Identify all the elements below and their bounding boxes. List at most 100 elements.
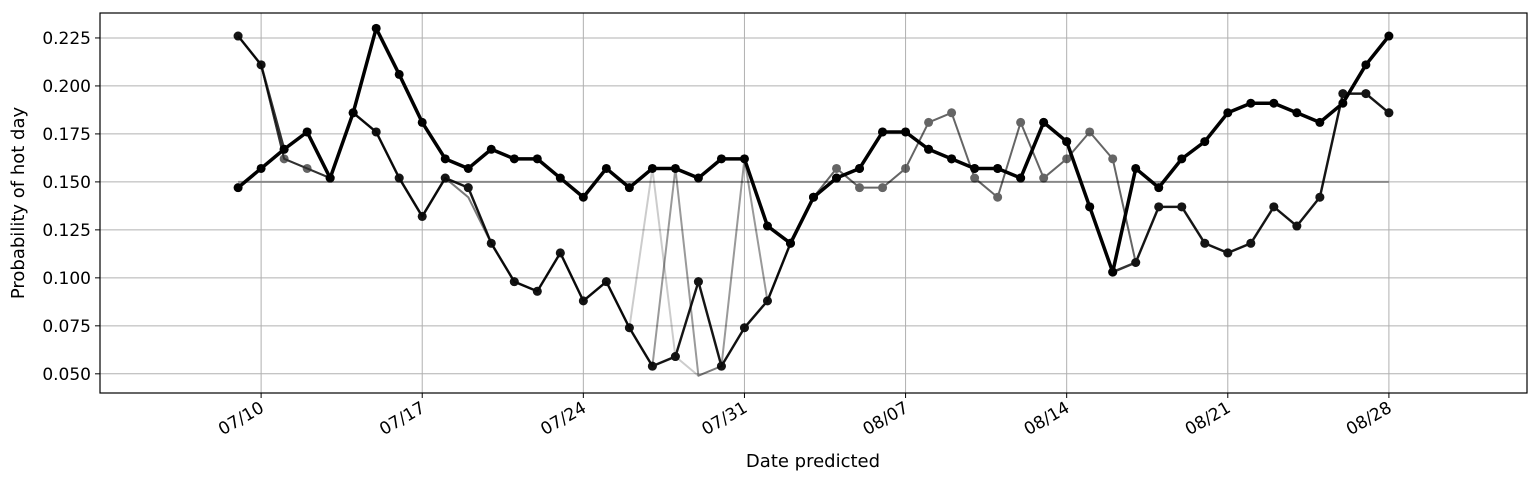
series-4-point <box>762 296 772 306</box>
series-4-point <box>601 277 611 287</box>
series-4-point <box>440 173 450 183</box>
series-4-point <box>394 173 404 183</box>
series-4-point <box>624 323 634 333</box>
series-3-point <box>302 163 312 173</box>
series-4-point <box>1292 221 1302 231</box>
series-5-point <box>1315 117 1325 127</box>
series-5-point <box>256 163 266 173</box>
series-5-point <box>716 154 726 164</box>
series-4-point <box>1384 108 1394 118</box>
x-axis-ticks: 07/10 07/17 07/24 07/31 08/07 08/14 08/21 08/28 <box>215 393 1395 440</box>
series-4-point <box>578 296 588 306</box>
series-5-point <box>970 163 980 173</box>
series-5-point <box>1384 31 1394 41</box>
y-axis-ticks: 0.050 0.075 0.100 0.125 0.150 0.175 0.200 0.225 <box>42 29 100 385</box>
series-4-point <box>371 127 381 137</box>
plot-frame <box>99 12 1528 394</box>
series-4-point <box>1177 202 1187 212</box>
series-5 <box>233 23 1394 277</box>
series-4-point <box>463 183 473 193</box>
series-5-point <box>440 154 450 164</box>
series-2 <box>237 35 1390 377</box>
y-tick-label: 0.050 <box>42 365 91 385</box>
series-5-point <box>924 144 934 154</box>
series-5-point <box>1062 137 1072 147</box>
series-5-point <box>1108 267 1118 277</box>
series-5-point <box>832 173 842 183</box>
series-4-point <box>1131 257 1141 267</box>
series-4-point <box>233 31 243 41</box>
series-5-point <box>1361 60 1371 70</box>
series-5-point <box>670 163 680 173</box>
series-5-point <box>1177 154 1187 164</box>
series-5-point <box>1085 202 1095 212</box>
series-5-point <box>348 108 358 118</box>
y-tick-label: 0.075 <box>42 317 91 337</box>
series-4-point <box>693 277 703 287</box>
series-4-point <box>716 361 726 371</box>
y-tick-label: 0.175 <box>42 125 91 145</box>
series-4-point <box>1338 89 1348 99</box>
series-5-point <box>578 192 588 202</box>
series-3-point <box>1016 117 1026 127</box>
x-tick-label: 08/14 <box>1021 398 1073 440</box>
series-5-point <box>486 144 496 154</box>
series-5-point <box>1131 163 1141 173</box>
series-4-point <box>1200 238 1210 248</box>
series-4-point <box>647 361 657 371</box>
series-5-point <box>1292 108 1302 118</box>
series-5-point <box>993 163 1003 173</box>
y-tick-label: 0.125 <box>42 221 91 241</box>
series-3-point <box>279 154 289 164</box>
series-5-point <box>371 23 381 33</box>
series-4-point <box>1269 202 1279 212</box>
series-5-point <box>762 221 772 231</box>
series-5-point <box>394 69 404 79</box>
series-3-point <box>1039 173 1049 183</box>
series-4-point <box>1361 89 1371 99</box>
series-5-point <box>624 183 634 193</box>
series-5-point <box>509 154 519 164</box>
series-5-point <box>601 163 611 173</box>
series-4-point <box>670 352 680 362</box>
series-5-point <box>463 163 473 173</box>
y-tick-label: 0.225 <box>42 29 91 49</box>
series-4-point <box>555 248 565 258</box>
grid <box>100 13 1527 393</box>
x-tick-label: 08/07 <box>860 398 912 440</box>
x-tick-label: 08/21 <box>1182 398 1234 440</box>
series-5-point <box>1200 137 1210 147</box>
series-5-point <box>1246 98 1256 108</box>
series-5-point <box>302 127 312 137</box>
series-4-point <box>1246 238 1256 248</box>
series-5-point <box>878 127 888 137</box>
series-4-point <box>417 211 427 221</box>
series-5-point <box>532 154 542 164</box>
series-5-point <box>417 117 427 127</box>
x-tick-label: 07/31 <box>699 398 751 440</box>
series-5-point <box>901 127 911 137</box>
series-4-point <box>509 277 519 287</box>
series-5-point <box>785 238 795 248</box>
series-3-point <box>1062 154 1072 164</box>
series-5-point <box>1223 108 1233 118</box>
series-5-point <box>279 144 289 154</box>
series-5-point <box>233 183 243 193</box>
series-5-point <box>325 173 335 183</box>
series-5-point <box>809 192 818 202</box>
series-5-point <box>693 173 703 183</box>
series-3-point <box>1085 127 1095 137</box>
series-4-point <box>739 323 749 333</box>
series-3-point <box>832 163 842 173</box>
series-3-point <box>901 163 911 173</box>
series-5-point <box>1016 173 1026 183</box>
x-tick-label: 07/10 <box>215 398 267 440</box>
series-3-point <box>924 117 934 127</box>
y-tick-label: 0.150 <box>42 173 91 193</box>
series-3-point <box>970 173 980 183</box>
series-3-point <box>878 183 888 193</box>
y-tick-label: 0.200 <box>42 77 91 97</box>
series-5-point <box>1154 183 1164 193</box>
series-5-point <box>647 163 657 173</box>
